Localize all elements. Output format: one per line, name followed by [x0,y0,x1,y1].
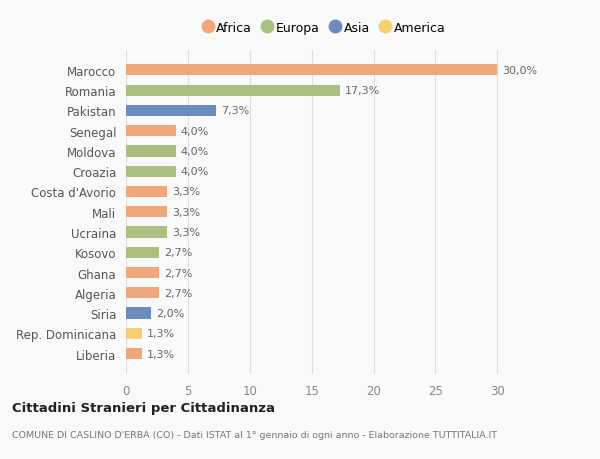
Bar [126,227,167,238]
Text: 4,0%: 4,0% [181,146,209,157]
Text: 4,0%: 4,0% [181,167,209,177]
Text: 3,3%: 3,3% [172,228,200,237]
Text: 2,0%: 2,0% [156,308,184,319]
Legend: Africa, Europa, Asia, America: Africa, Europa, Asia, America [200,20,448,38]
Text: 2,7%: 2,7% [164,248,193,257]
Text: 1,3%: 1,3% [147,349,175,359]
Text: 4,0%: 4,0% [181,126,209,136]
Bar [126,207,167,218]
Bar [126,146,176,157]
Bar [126,106,217,117]
Bar [126,268,160,279]
Text: 3,3%: 3,3% [172,207,200,217]
Text: 2,7%: 2,7% [164,288,193,298]
Bar [126,348,142,359]
Text: 2,7%: 2,7% [164,268,193,278]
Bar [126,247,160,258]
Bar [126,65,497,76]
Bar [126,186,167,198]
Text: 1,3%: 1,3% [147,329,175,339]
Text: 17,3%: 17,3% [345,86,380,96]
Bar [126,288,160,299]
Text: 30,0%: 30,0% [502,66,538,76]
Text: 3,3%: 3,3% [172,187,200,197]
Text: Cittadini Stranieri per Cittadinanza: Cittadini Stranieri per Cittadinanza [12,401,275,414]
Bar [126,166,176,178]
Text: COMUNE DI CASLINO D'ERBA (CO) - Dati ISTAT al 1° gennaio di ogni anno - Elaboraz: COMUNE DI CASLINO D'ERBA (CO) - Dati IST… [12,430,497,439]
Bar [126,328,142,339]
Bar [126,308,151,319]
Bar [126,126,176,137]
Bar [126,85,340,96]
Text: 7,3%: 7,3% [221,106,250,116]
